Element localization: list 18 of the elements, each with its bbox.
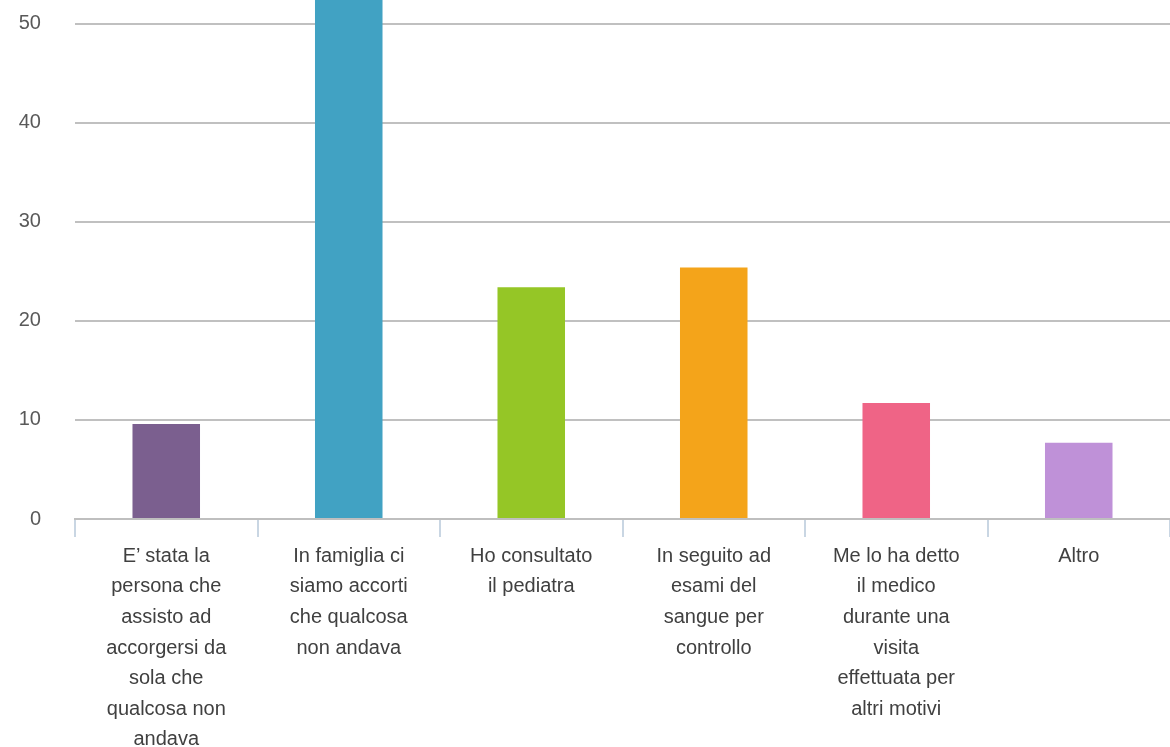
y-tick-label: 20 — [18, 308, 41, 331]
bar — [862, 403, 931, 518]
y-tick-label: 10 — [18, 407, 41, 430]
bar — [679, 267, 748, 518]
bar — [132, 423, 201, 518]
x-tick-label: Ho consultato il pediatra — [470, 543, 593, 597]
y-tick-label: 0 — [29, 506, 41, 529]
x-tick-label: Altro — [1058, 543, 1100, 566]
x-tick-label: In seguito ad esami del sangue per controllo — [656, 543, 772, 658]
bar — [497, 287, 566, 518]
x-tick-label: Me lo ha detto il medico durante una visita effettuata per altri motivi — [832, 543, 960, 719]
y-tick-label: 40 — [18, 110, 41, 133]
bar — [1044, 442, 1113, 518]
y-tick-label: 50 — [18, 11, 41, 34]
x-tick-label: E’ stata la persona che assisto ad accorgersi da sola che qualcosa non andava — [106, 543, 228, 747]
y-tick-label: 30 — [18, 209, 41, 232]
x-tick-label: In famiglia ci siamo accorti che qualcosa non andava — [289, 543, 409, 658]
bar — [314, 0, 383, 518]
